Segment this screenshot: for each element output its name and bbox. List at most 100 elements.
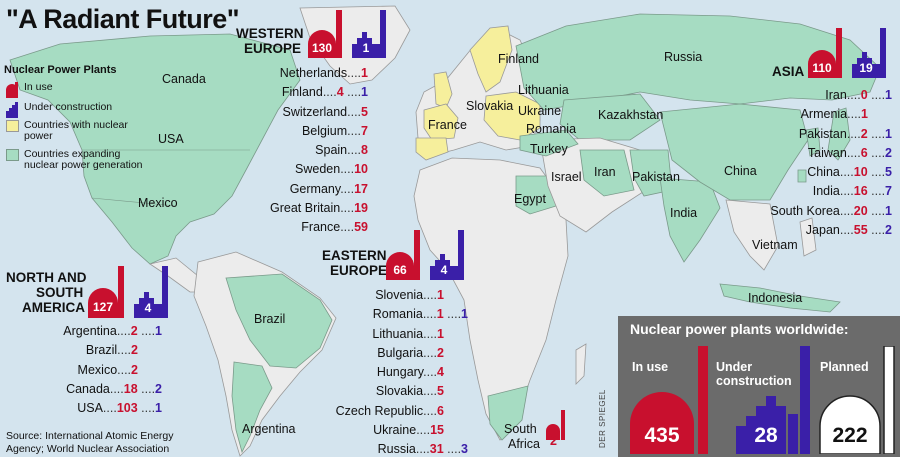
worldwide-planned-value: 222	[832, 424, 868, 447]
country-name: USA	[77, 401, 103, 416]
region-title-eastern-europe: EASTERN EUROPE	[322, 248, 387, 278]
reactor-dome-icon	[6, 82, 18, 98]
in-use-count: 8	[361, 143, 368, 158]
list-item: South Korea....20 ....1	[756, 202, 892, 221]
asia-list: Iran....0 ....1 Armenia....1 Pakistan....2…	[756, 86, 892, 240]
construction-count: 2	[885, 145, 892, 160]
construction-count: 1	[885, 203, 892, 218]
leader-dots: ....	[846, 88, 861, 102]
leader-dots: ....	[117, 362, 132, 377]
construction-icon	[852, 28, 886, 78]
construction-count: 7	[885, 184, 892, 199]
country-name: Great Britain	[270, 201, 341, 216]
badge-in-use-eastern-europe: 66	[386, 230, 422, 280]
leader-dots: ....	[423, 403, 438, 418]
argentina-shape	[231, 361, 273, 454]
list-item: Sweden....10	[236, 160, 368, 179]
badge-in-use-western-europe: 130	[308, 10, 344, 58]
list-item-text: Germany....17	[290, 180, 368, 199]
japan-shape	[827, 107, 851, 161]
in-use-count: 4	[336, 85, 344, 100]
planned-dome-icon	[819, 345, 895, 455]
list-item-text: Czech Republic....6	[336, 402, 468, 421]
country-name: Mexico	[77, 362, 118, 377]
leader-dots: ....	[340, 201, 355, 216]
leader-dots: ....	[867, 223, 886, 238]
list-item: USA....103 ....1	[14, 399, 162, 418]
leader-dots: ....	[117, 343, 132, 358]
construction-count: 2	[885, 223, 892, 238]
in-use-count: 5	[361, 104, 368, 119]
leader-dots: ....	[839, 165, 854, 180]
list-item: Ukraine....15	[320, 421, 468, 440]
legend-item-in-use: In use	[4, 82, 154, 98]
green-swatch-icon	[6, 149, 19, 161]
leader-dots: ....	[423, 345, 438, 360]
badge-value: 4	[144, 301, 152, 315]
leader-dots: ....	[347, 104, 362, 119]
list-item: Bulgaria....2	[320, 344, 468, 363]
list-item: France....59	[236, 218, 368, 237]
leader-dots: ....	[423, 384, 438, 399]
worldwide-in-use-badge: 435	[630, 346, 714, 454]
list-item: Germany....17	[236, 180, 368, 199]
leader-dots: ....	[343, 85, 362, 100]
legend-item-countries-with-nuclear: Countries with nuclear power	[4, 120, 154, 142]
leader-dots: ....	[109, 381, 124, 396]
in-use-count: 2	[131, 343, 138, 358]
in-use-count: 1	[437, 326, 444, 341]
in-use-count: 2	[437, 345, 444, 360]
map-label-mexico: Mexico	[138, 196, 178, 210]
list-item-text: Netherlands....1	[280, 64, 368, 83]
source-line: Source: International Atomic Energy	[6, 430, 174, 442]
region-title-asia: ASIA	[772, 64, 805, 79]
us-mexico-border	[91, 197, 177, 207]
leader-dots: ....	[867, 165, 886, 180]
country-name: Japan	[805, 223, 840, 238]
country-name: Sweden	[295, 162, 341, 177]
kazakhstan-shape	[559, 93, 661, 141]
reactor-dome-icon	[88, 266, 124, 318]
worldwide-title: Nuclear power plants worldwide:	[630, 321, 849, 337]
worldwide-planned-label: Planned	[820, 360, 869, 374]
country-name: Iran	[825, 88, 847, 102]
leader-dots: ....	[340, 181, 355, 196]
list-item-text: Hungary....4	[377, 363, 468, 382]
credit-label: DER SPIEGEL	[598, 389, 607, 448]
map-label-brazil: Brazil	[254, 312, 286, 326]
map-label-lithuania: Lithuania	[518, 83, 569, 97]
list-item: Finland....4 ....1	[236, 83, 368, 102]
list-item-text: Bulgaria....2	[377, 344, 468, 363]
map-label-india: India	[670, 206, 698, 220]
list-item: Russia....31 ....3	[320, 440, 468, 457]
badge-value: 130	[311, 41, 333, 55]
in-use-count: 5	[437, 384, 444, 399]
reactor-dome-icon	[546, 410, 565, 440]
madagascar-shape	[575, 343, 587, 385]
country-name: Armenia	[800, 107, 848, 122]
construction-count: 2	[155, 381, 162, 396]
badge-construction-asia: 19	[852, 28, 888, 78]
worldwide-panel: Nuclear power plants worldwide: In use 4…	[618, 316, 900, 457]
country-name: Slovenia	[375, 288, 424, 302]
list-item-text: Canada....18 ....2	[66, 380, 162, 399]
list-item-text: Spain....8	[315, 141, 368, 160]
worldwide-in-use-label: In use	[632, 360, 669, 374]
list-item-text: Brazil....2	[86, 341, 162, 360]
country-name: South Korea	[770, 203, 840, 218]
construction-count: 5	[885, 165, 892, 180]
list-item-text: Pakistan....2 ....1	[799, 125, 892, 144]
badge-value: 127	[92, 300, 114, 314]
france-shape	[423, 103, 459, 141]
country-name: China	[807, 165, 840, 180]
eastern-europe-shape	[483, 91, 541, 141]
list-item: Argentina....2 ....1	[14, 322, 162, 341]
leader-dots: ....	[137, 381, 156, 396]
country-name: Pakistan	[798, 126, 847, 141]
south-africa-value: 2	[550, 434, 557, 448]
in-use-count: 55	[853, 223, 868, 238]
in-use-count: 59	[354, 220, 368, 235]
list-item-text: Great Britain....19	[270, 199, 368, 218]
leader-dots: ....	[839, 223, 854, 238]
list-item-text: Sweden....10	[295, 160, 368, 179]
